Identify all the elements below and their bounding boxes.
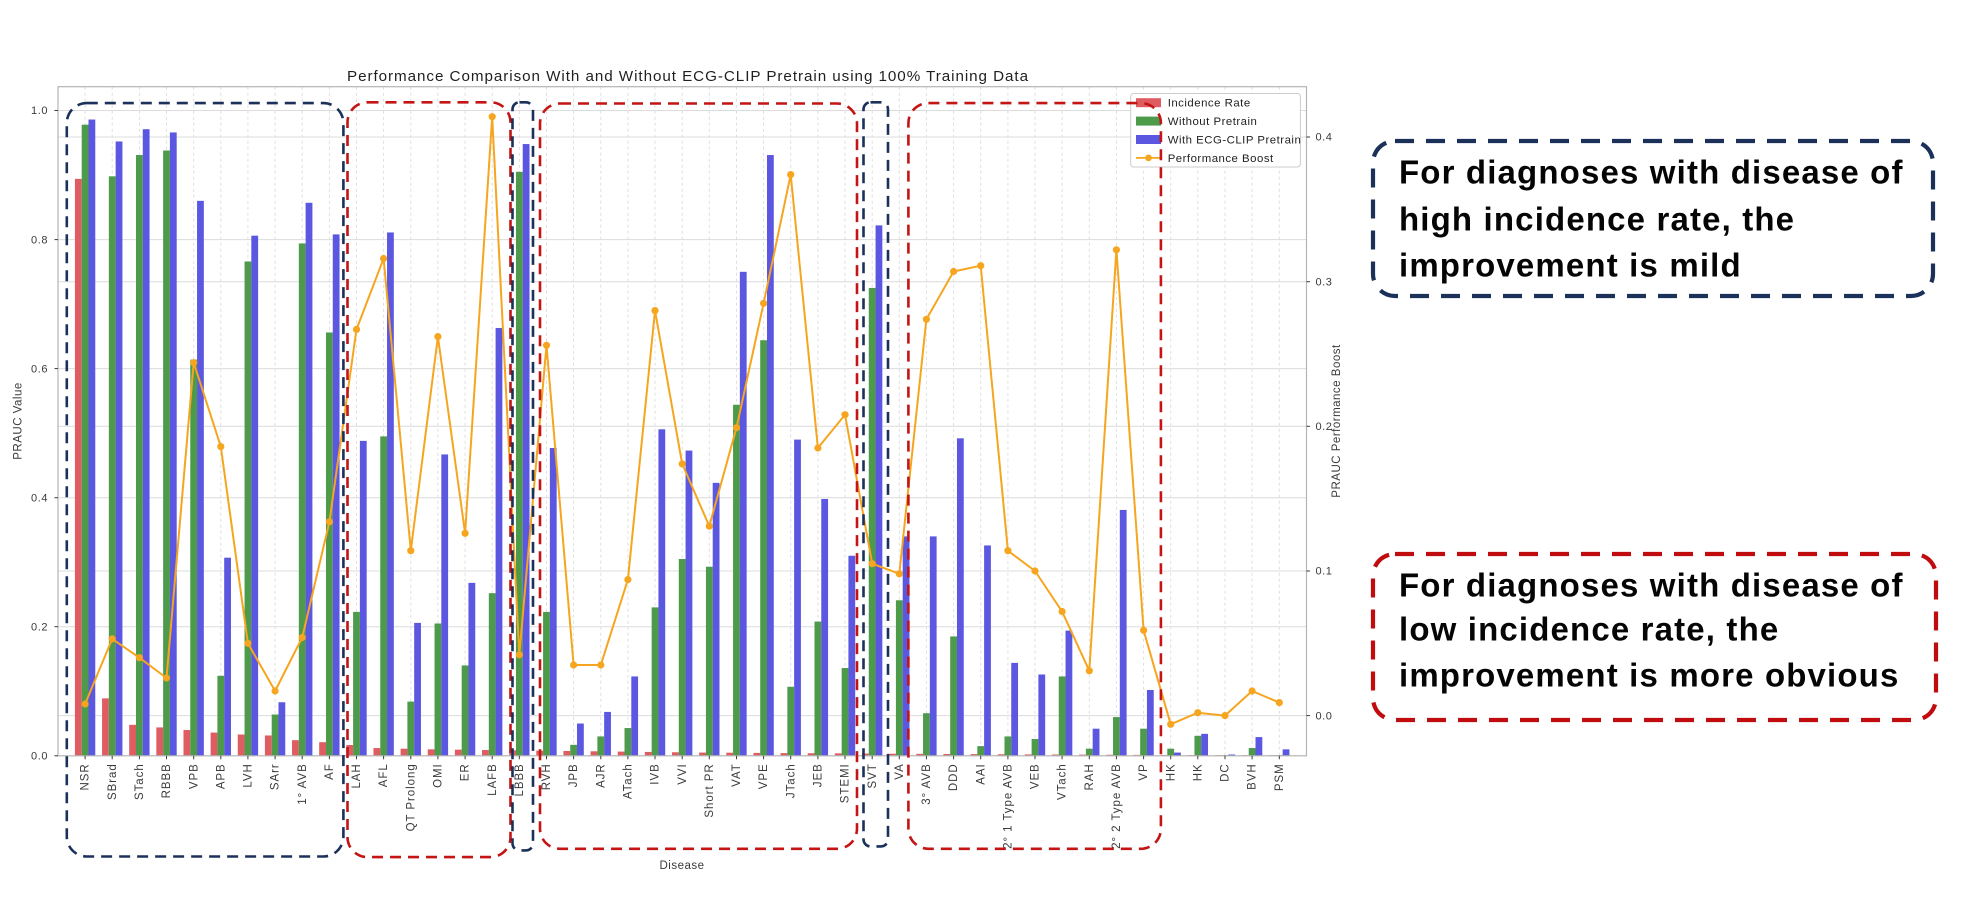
- svg-text:ATach: ATach: [623, 763, 635, 799]
- svg-text:Short PR: Short PR: [704, 763, 716, 817]
- svg-text:AJR: AJR: [595, 763, 607, 788]
- svg-text:NSR: NSR: [80, 763, 92, 790]
- svg-text:VVI: VVI: [677, 763, 689, 784]
- svg-text:0.6: 0.6: [31, 363, 48, 375]
- svg-text:LAH: LAH: [351, 763, 363, 788]
- svg-text:JPB: JPB: [568, 763, 580, 787]
- svg-text:RBBB: RBBB: [161, 763, 173, 798]
- svg-text:1° AVB: 1° AVB: [297, 763, 309, 804]
- svg-text:JEB: JEB: [813, 763, 825, 787]
- svg-text:AFL: AFL: [378, 763, 390, 787]
- svg-text:VTach: VTach: [1057, 763, 1069, 800]
- svg-text:DDD: DDD: [948, 763, 960, 791]
- svg-text:Performance Comparison With an: Performance Comparison With and Without …: [347, 68, 1029, 85]
- svg-text:IVB: IVB: [650, 763, 662, 784]
- svg-text:With ECG-CLIP Pretrain: With ECG-CLIP Pretrain: [1168, 134, 1302, 146]
- svg-text:BVH: BVH: [1247, 763, 1259, 790]
- svg-text:LAFB: LAFB: [487, 763, 499, 796]
- svg-text:0.0: 0.0: [1316, 710, 1333, 722]
- svg-text:SVT: SVT: [867, 763, 879, 788]
- svg-text:VP: VP: [1138, 763, 1150, 780]
- svg-text:VAT: VAT: [731, 763, 743, 787]
- svg-text:STEMI: STEMI: [840, 763, 852, 803]
- svg-text:HK: HK: [1192, 763, 1204, 781]
- svg-text:2° 2 Type AVB: 2° 2 Type AVB: [1111, 763, 1123, 849]
- svg-text:3° AVB: 3° AVB: [921, 763, 933, 804]
- svg-text:SArr: SArr: [270, 763, 282, 790]
- svg-text:PSM: PSM: [1274, 763, 1286, 791]
- svg-text:Without Pretrain: Without Pretrain: [1168, 116, 1258, 128]
- svg-text:STach: STach: [134, 763, 146, 800]
- svg-text:Incidence Rate: Incidence Rate: [1168, 98, 1251, 110]
- svg-text:high incidence rate, the: high incidence rate, the: [1399, 201, 1795, 238]
- svg-text:Disease: Disease: [659, 860, 704, 872]
- svg-text:QT Prolong: QT Prolong: [405, 763, 417, 831]
- svg-text:AAI: AAI: [975, 763, 987, 784]
- svg-text:improvement is mild: improvement is mild: [1399, 247, 1742, 284]
- svg-text:0.4: 0.4: [1316, 132, 1333, 144]
- svg-text:PRAUC Value: PRAUC Value: [13, 382, 25, 460]
- svg-text:VA: VA: [894, 763, 906, 779]
- svg-text:For diagnoses with disease of: For diagnoses with disease of: [1399, 153, 1904, 190]
- svg-text:VPE: VPE: [758, 763, 770, 789]
- svg-text:0.2: 0.2: [31, 621, 48, 633]
- svg-text:JTach: JTach: [785, 763, 797, 798]
- svg-text:LBBB: LBBB: [514, 763, 526, 796]
- svg-text:0.1: 0.1: [1316, 566, 1333, 578]
- svg-text:0.2: 0.2: [1316, 421, 1333, 433]
- svg-text:0.0: 0.0: [31, 751, 48, 763]
- svg-text:improvement is more obvious: improvement is more obvious: [1399, 657, 1900, 694]
- svg-text:RAH: RAH: [1084, 763, 1096, 790]
- svg-text:APB: APB: [215, 763, 227, 789]
- svg-text:1.0: 1.0: [31, 105, 48, 117]
- svg-text:RVH: RVH: [541, 763, 553, 790]
- svg-text:ER: ER: [460, 763, 472, 781]
- svg-text:SBrad: SBrad: [107, 763, 119, 800]
- svg-text:VEB: VEB: [1030, 763, 1042, 789]
- svg-text:PRAUC Performance Boost: PRAUC Performance Boost: [1331, 344, 1343, 498]
- svg-text:For diagnoses with disease of: For diagnoses with disease of: [1399, 567, 1904, 604]
- svg-text:0.4: 0.4: [31, 492, 48, 504]
- svg-text:0.8: 0.8: [31, 234, 48, 246]
- svg-text:DC: DC: [1220, 763, 1232, 782]
- svg-text:Performance Boost: Performance Boost: [1168, 153, 1274, 165]
- svg-text:LVH: LVH: [243, 763, 255, 787]
- svg-text:OMI: OMI: [433, 763, 445, 788]
- svg-text:HK: HK: [1165, 763, 1177, 781]
- svg-text:low incidence rate, the: low incidence rate, the: [1399, 611, 1779, 648]
- svg-text:2° 1 Type AVB: 2° 1 Type AVB: [1003, 763, 1015, 849]
- svg-text:0.3: 0.3: [1316, 276, 1333, 288]
- svg-text:VPB: VPB: [188, 763, 200, 789]
- svg-text:AF: AF: [324, 763, 336, 780]
